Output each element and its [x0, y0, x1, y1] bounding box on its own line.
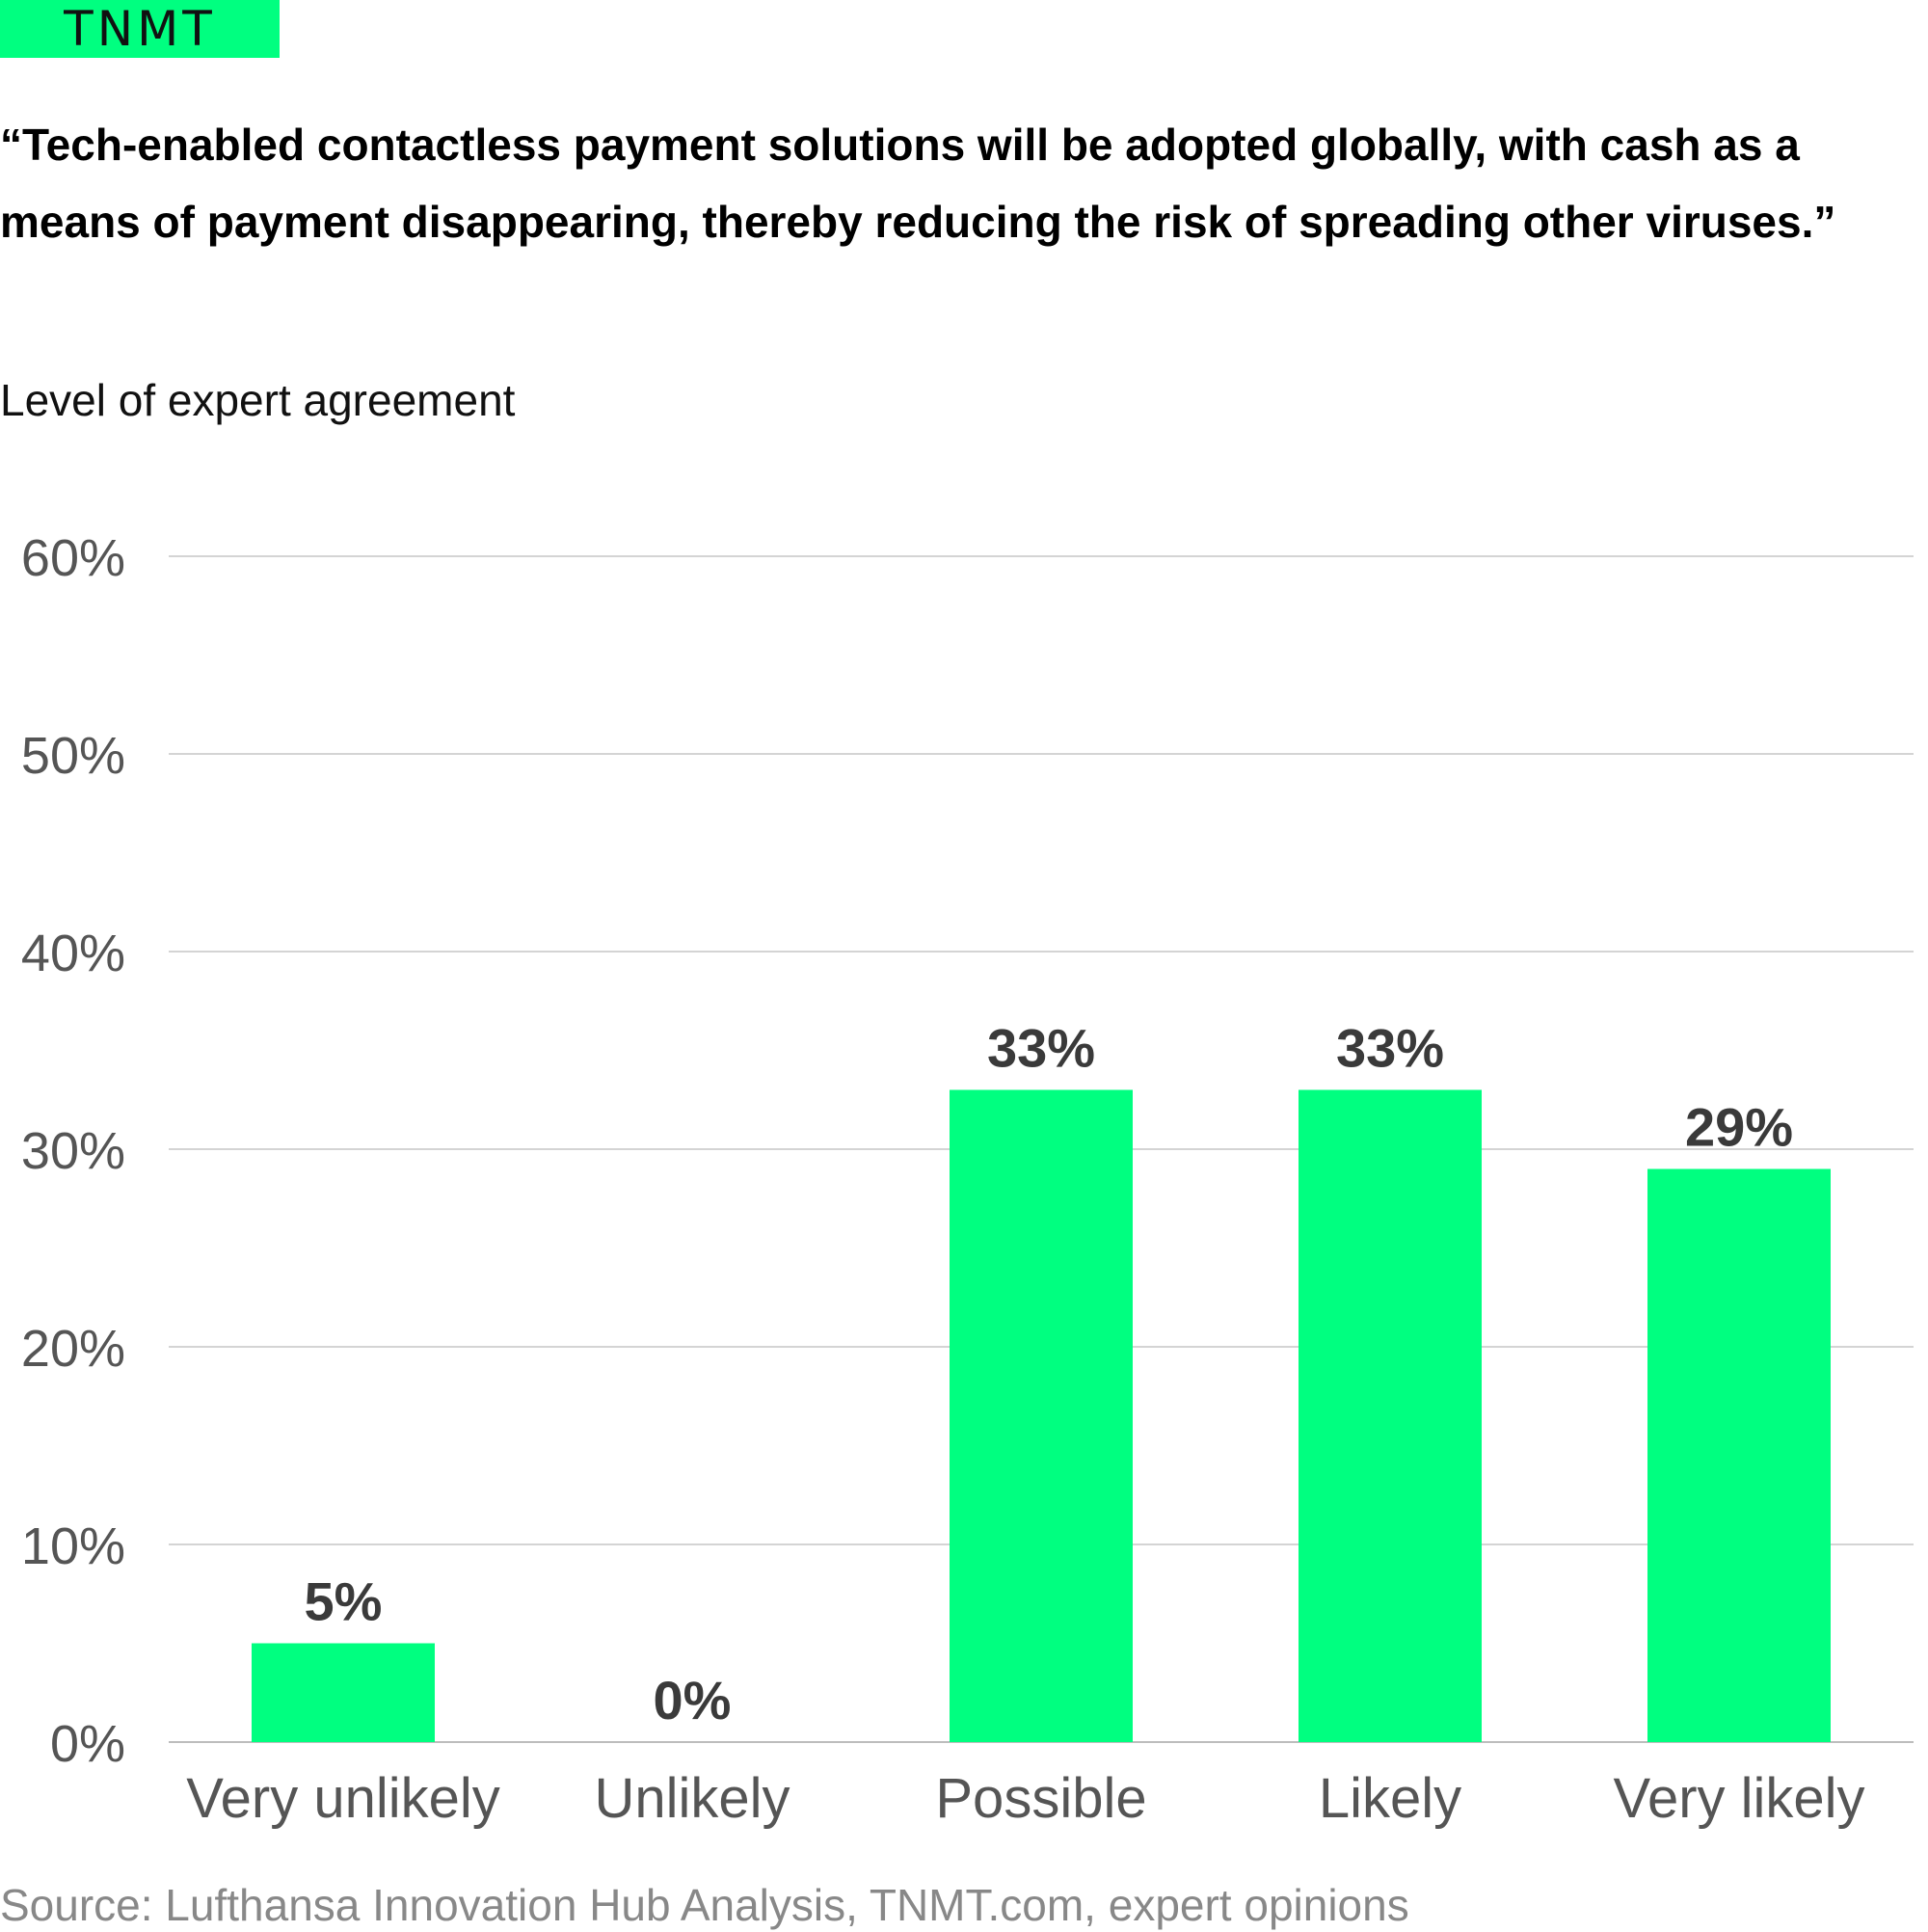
brand-logo: TNMT: [0, 0, 280, 58]
source-note: Source: Lufthansa Innovation Hub Analysi…: [0, 1880, 1409, 1930]
value-label: 29%: [1685, 1097, 1793, 1158]
y-tick-label: 60%: [21, 529, 125, 587]
chart-subtitle: Level of expert agreement: [0, 375, 516, 425]
bar: [1299, 1089, 1482, 1742]
logo-text: TNMT: [64, 1, 216, 57]
chart-title: “Tech-enabled contactless payment soluti…: [0, 120, 1836, 247]
bar: [1647, 1168, 1831, 1742]
bars: [252, 1089, 1831, 1742]
y-tick-label: 10%: [21, 1517, 125, 1575]
x-category-label: Likely: [1319, 1767, 1461, 1830]
x-category-label: Possible: [935, 1767, 1146, 1830]
bar: [252, 1643, 435, 1742]
y-tick-label: 30%: [21, 1122, 125, 1180]
value-label: 5%: [305, 1571, 383, 1632]
value-label: 33%: [987, 1018, 1095, 1079]
x-category-label: Unlikely: [594, 1767, 790, 1830]
value-label: 0%: [654, 1670, 732, 1731]
x-category-label: Very unlikely: [186, 1767, 500, 1830]
x-category-label: Very likely: [1613, 1767, 1864, 1830]
x-axis-labels: Very unlikely Unlikely Possible Likely Very …: [186, 1767, 1864, 1830]
y-tick-label: 20%: [21, 1320, 125, 1378]
y-axis-ticks: 0% 10% 20% 30% 40% 50% 60%: [21, 529, 125, 1773]
y-tick-label: 0%: [50, 1715, 125, 1773]
y-tick-label: 40%: [21, 925, 125, 982]
value-label: 33%: [1336, 1018, 1444, 1079]
value-labels: 5% 0% 33% 33% 29%: [305, 1018, 1794, 1731]
bar: [950, 1089, 1133, 1742]
y-tick-label: 50%: [21, 727, 125, 785]
